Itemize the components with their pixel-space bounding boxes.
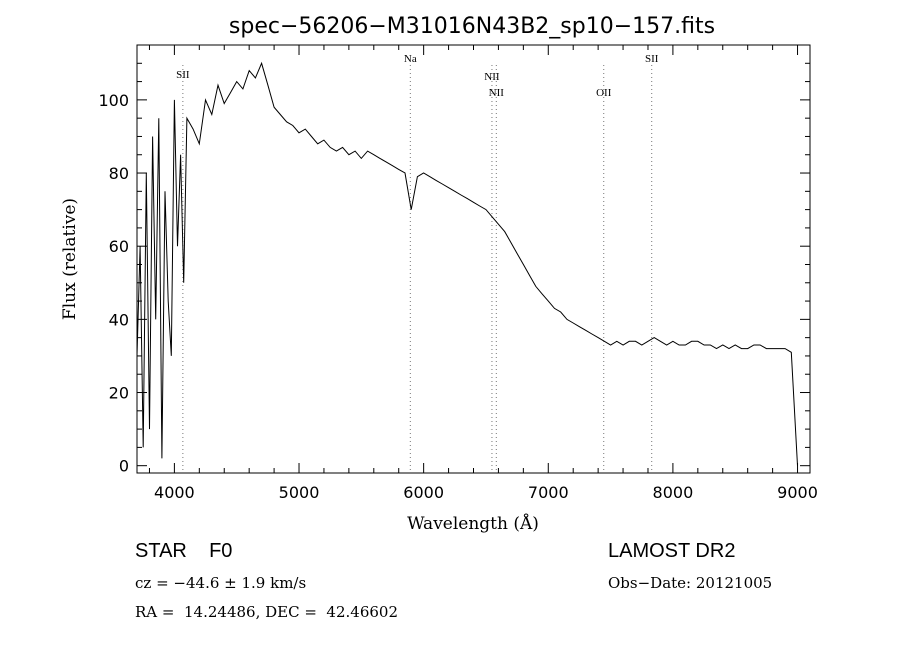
axis-ticks: 4000 5000 6000 7000 8000 9000 0 20 40 60 80 100 [98,45,818,502]
emission-line-label: Na [404,53,417,65]
survey-name: LAMOST DR2 [608,540,736,562]
redshift-text: cz = −44.6 ± 1.9 km/s [135,574,307,592]
coordinates-text: RA = 14.24486, DEC = 42.46602 [135,603,399,621]
y-tick-label: 80 [109,164,129,183]
x-tick-label: 4000 [154,483,195,502]
chart-title: spec−56206−M31016N43B2_sp10−157.fits [229,14,715,39]
obs-date-text: Obs−Date: 20121005 [608,574,773,592]
y-tick-label: 100 [98,91,129,110]
emission-line-label: SII [176,69,190,81]
y-tick-label: 0 [119,457,129,476]
x-tick-label: 9000 [777,483,818,502]
emission-line-markers: SII Na NII NII OII SII [176,53,659,473]
y-tick-label: 20 [109,384,129,403]
x-tick-label: 5000 [279,483,320,502]
y-axis-label: Flux (relative) [60,198,80,320]
plot-frame [136,44,811,474]
classification-text: STAR F0 [135,540,233,562]
emission-line-label: OII [596,87,612,99]
x-tick-label: 6000 [403,483,444,502]
x-axis-label: Wavelength (Å) [407,513,539,534]
emission-line-label: SII [645,53,659,65]
x-tick-label: 7000 [528,483,569,502]
emission-line-label: NII [489,87,505,99]
emission-line-label: NII [484,71,500,83]
x-tick-label: 8000 [653,483,694,502]
y-tick-label: 60 [109,237,129,256]
spectrum-line [136,61,798,466]
y-tick-label: 40 [109,310,129,329]
